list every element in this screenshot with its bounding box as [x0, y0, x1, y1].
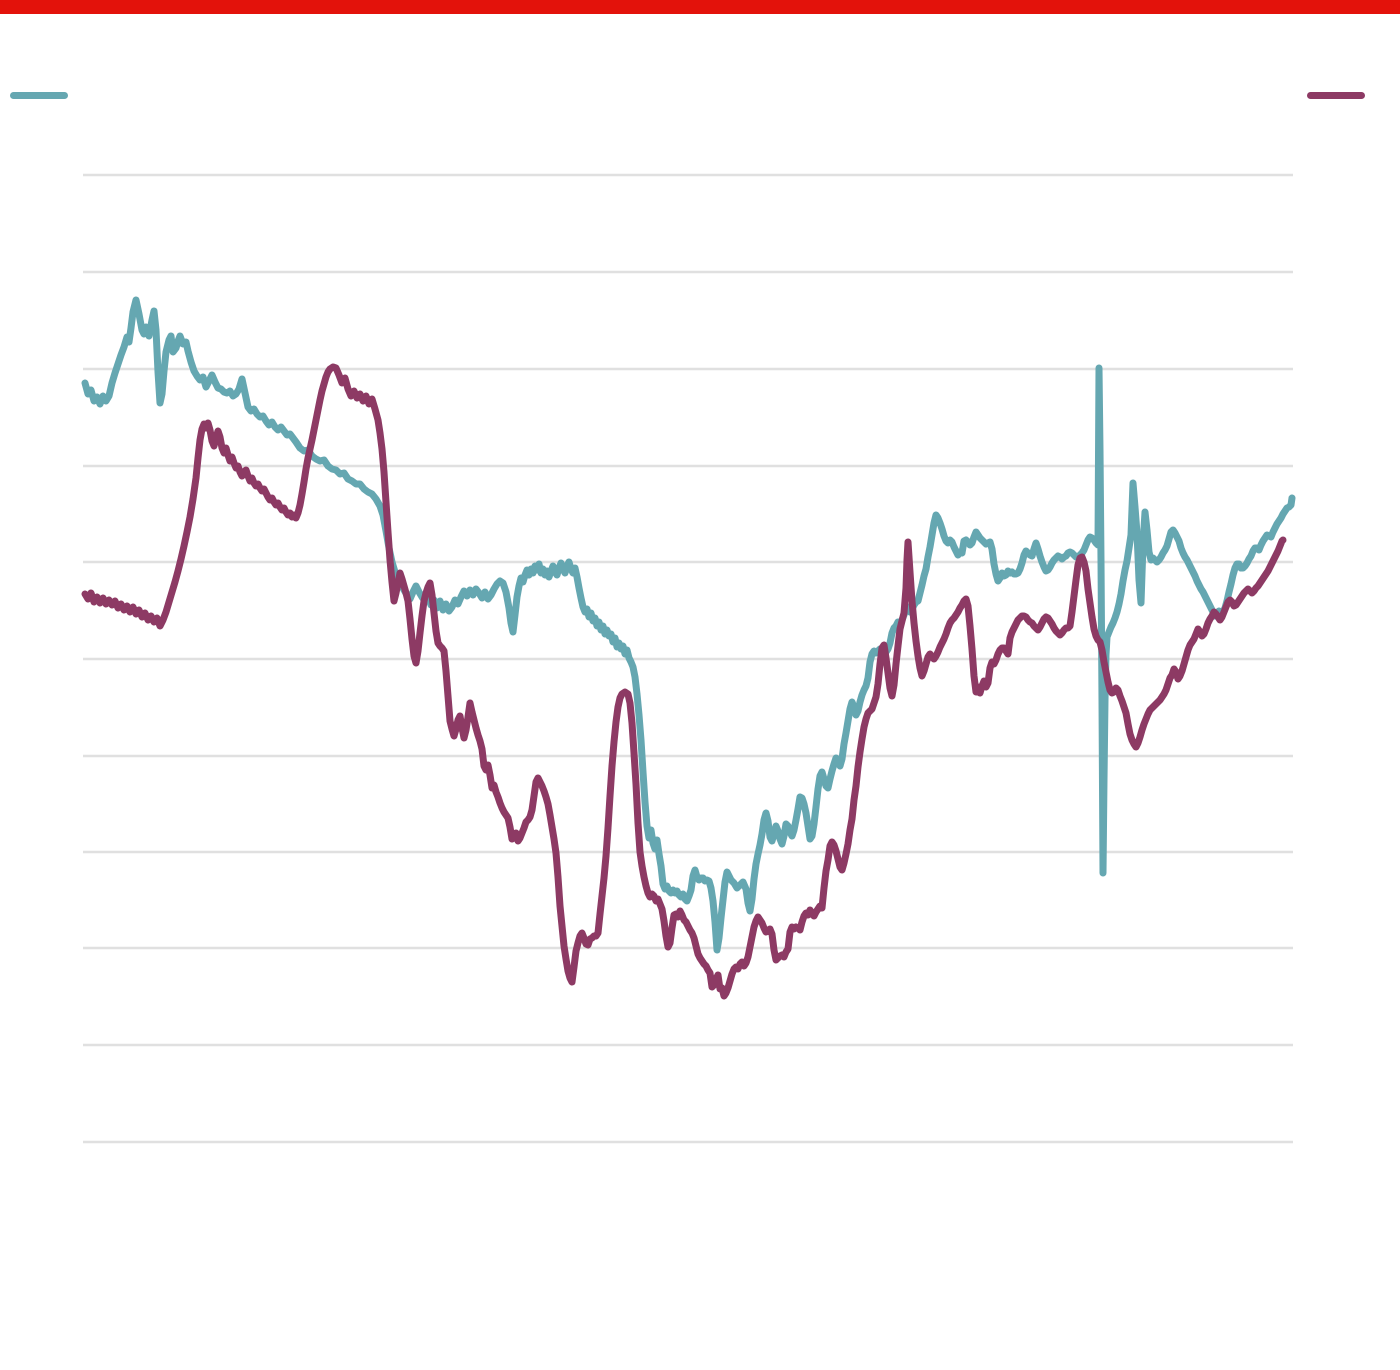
- maroon-series-line: [81, 363, 1287, 1000]
- gridlines: [83, 173, 1293, 1144]
- series-lines: [81, 296, 1296, 1000]
- teal-series-line: [81, 296, 1296, 954]
- legend-maroon-series-marker: [1307, 92, 1365, 99]
- legend-teal-series-marker: [10, 92, 68, 99]
- top-accent-bar: [0, 0, 1400, 14]
